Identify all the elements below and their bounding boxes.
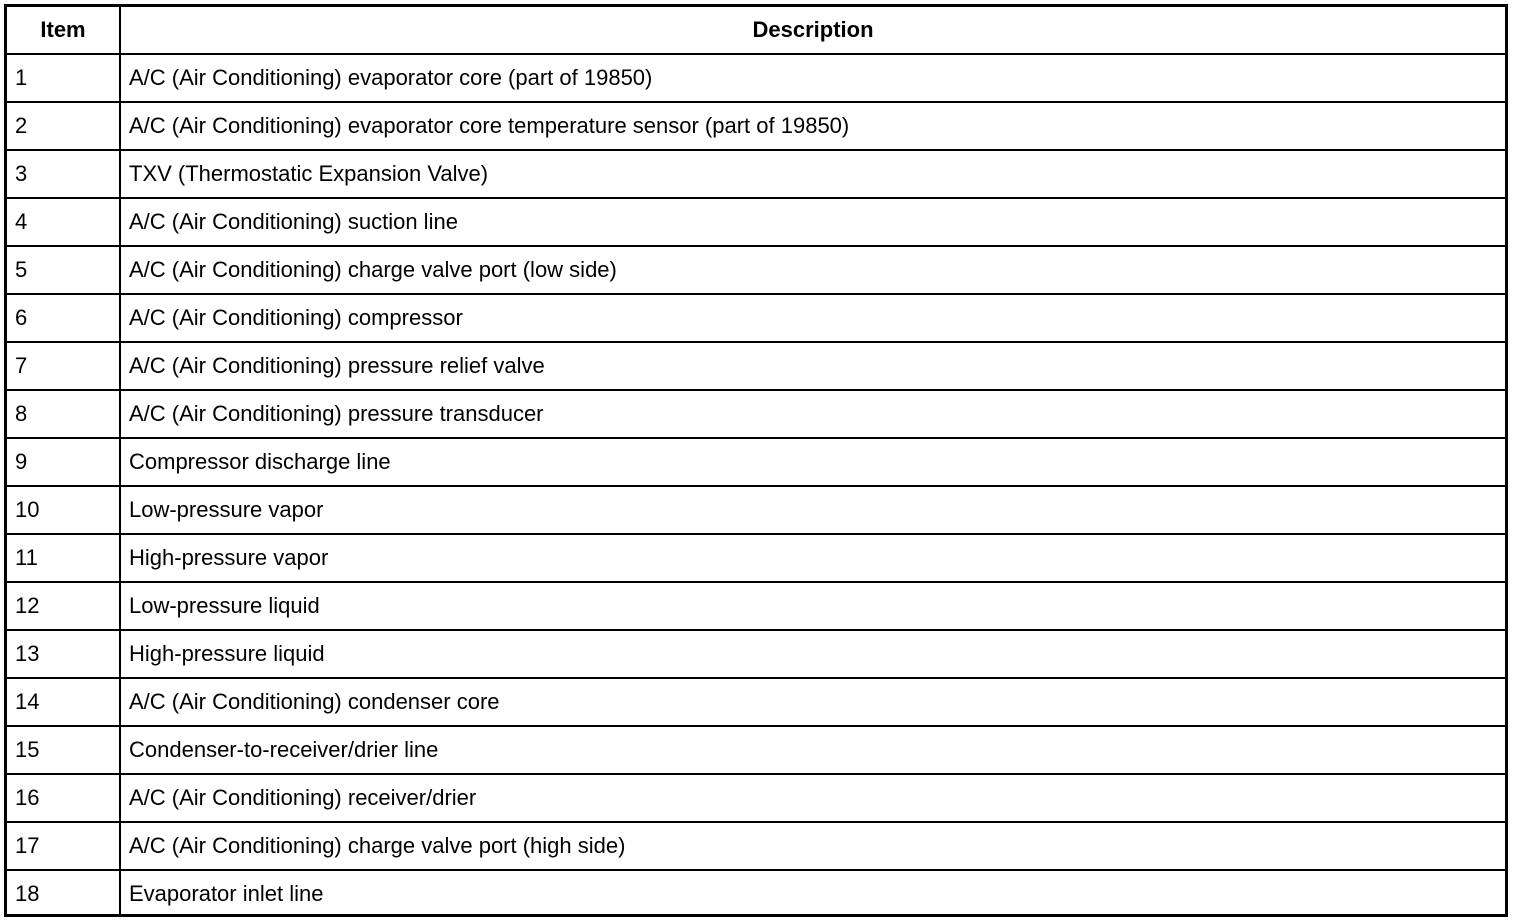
item-number-cell: 7 bbox=[7, 341, 121, 391]
table-row: 18 Evaporator inlet line bbox=[7, 869, 1505, 917]
description-cell: High-pressure liquid bbox=[119, 629, 1505, 679]
item-number-cell: 17 bbox=[7, 821, 121, 871]
table-row: 3 TXV (Thermostatic Expansion Valve) bbox=[7, 149, 1505, 199]
item-number-cell: 6 bbox=[7, 293, 121, 343]
table-row: 7 A/C (Air Conditioning) pressure relief … bbox=[7, 341, 1505, 391]
item-number-cell: 5 bbox=[7, 245, 121, 295]
description-cell: A/C (Air Conditioning) suction line bbox=[119, 197, 1505, 247]
table-row: 6 A/C (Air Conditioning) compressor bbox=[7, 293, 1505, 343]
description-cell: Low-pressure liquid bbox=[119, 581, 1505, 631]
table-row: 11 High-pressure vapor bbox=[7, 533, 1505, 583]
item-number-cell: 15 bbox=[7, 725, 121, 775]
item-number-cell: 8 bbox=[7, 389, 121, 439]
description-cell: A/C (Air Conditioning) pressure transduc… bbox=[119, 389, 1505, 439]
table-row: 10 Low-pressure vapor bbox=[7, 485, 1505, 535]
table-row: 4 A/C (Air Conditioning) suction line bbox=[7, 197, 1505, 247]
description-cell: Condenser-to-receiver/drier line bbox=[119, 725, 1505, 775]
item-description-table: Item Description 1 A/C (Air Conditioning)… bbox=[7, 7, 1505, 917]
table-row: 1 A/C (Air Conditioning) evaporator core … bbox=[7, 54, 1505, 103]
item-number-cell: 4 bbox=[7, 197, 121, 247]
description-cell: A/C (Air Conditioning) compressor bbox=[119, 293, 1505, 343]
header-item: Item bbox=[7, 7, 121, 55]
item-number-cell: 3 bbox=[7, 149, 121, 199]
description-cell: A/C (Air Conditioning) pressure relief v… bbox=[119, 341, 1505, 391]
item-number-cell: 13 bbox=[7, 629, 121, 679]
description-cell: High-pressure vapor bbox=[119, 533, 1505, 583]
item-number-cell: 2 bbox=[7, 101, 121, 151]
table-row: 8 A/C (Air Conditioning) pressure transdu… bbox=[7, 389, 1505, 439]
item-number-cell: 16 bbox=[7, 773, 121, 823]
item-description-table-frame: Item Description 1 A/C (Air Conditioning)… bbox=[4, 4, 1508, 917]
description-cell: A/C (Air Conditioning) evaporator core (… bbox=[119, 54, 1505, 103]
table-row: 16 A/C (Air Conditioning) receiver/drier bbox=[7, 773, 1505, 823]
description-cell: Compressor discharge line bbox=[119, 437, 1505, 487]
description-cell: Evaporator inlet line bbox=[119, 869, 1505, 917]
item-number-cell: 1 bbox=[7, 54, 121, 103]
table-row: 5 A/C (Air Conditioning) charge valve por… bbox=[7, 245, 1505, 295]
description-cell: A/C (Air Conditioning) charge valve port… bbox=[119, 821, 1505, 871]
item-number-cell: 18 bbox=[7, 869, 121, 917]
table-row: 15 Condenser-to-receiver/drier line bbox=[7, 725, 1505, 775]
table-row: 14 A/C (Air Conditioning) condenser core bbox=[7, 677, 1505, 727]
description-cell: A/C (Air Conditioning) evaporator core t… bbox=[119, 101, 1505, 151]
item-number-cell: 11 bbox=[7, 533, 121, 583]
description-cell: Low-pressure vapor bbox=[119, 485, 1505, 535]
description-cell: A/C (Air Conditioning) charge valve port… bbox=[119, 245, 1505, 295]
header-description: Description bbox=[119, 7, 1505, 55]
item-number-cell: 14 bbox=[7, 677, 121, 727]
table-row: 17 A/C (Air Conditioning) charge valve po… bbox=[7, 821, 1505, 871]
description-cell: A/C (Air Conditioning) condenser core bbox=[119, 677, 1505, 727]
description-cell: A/C (Air Conditioning) receiver/drier bbox=[119, 773, 1505, 823]
table-row: 2 A/C (Air Conditioning) evaporator core … bbox=[7, 101, 1505, 151]
item-number-cell: 9 bbox=[7, 437, 121, 487]
table-row: 9 Compressor discharge line bbox=[7, 437, 1505, 487]
description-cell: TXV (Thermostatic Expansion Valve) bbox=[119, 149, 1505, 199]
item-number-cell: 12 bbox=[7, 581, 121, 631]
table-row: 12 Low-pressure liquid bbox=[7, 581, 1505, 631]
header-row: Item Description bbox=[7, 7, 1505, 55]
item-number-cell: 10 bbox=[7, 485, 121, 535]
table-row: 13 High-pressure liquid bbox=[7, 629, 1505, 679]
